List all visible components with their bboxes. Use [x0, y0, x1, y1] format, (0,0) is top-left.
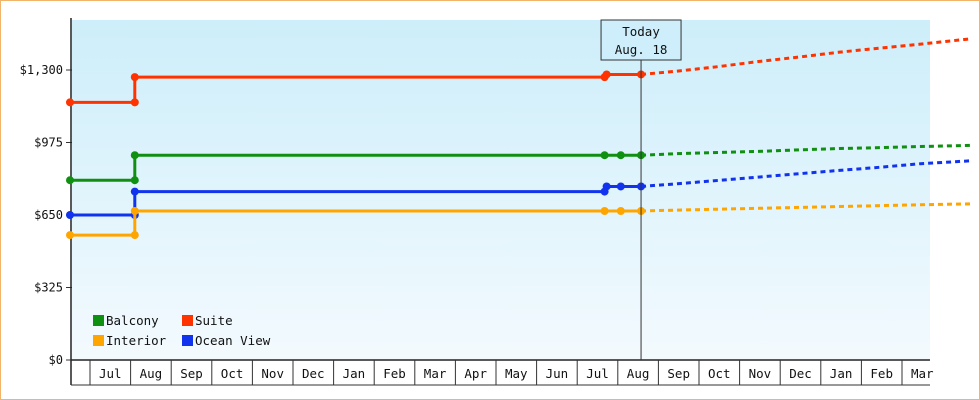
data-point — [130, 176, 139, 185]
legend-swatch — [93, 315, 104, 326]
legend-label: Ocean View — [195, 333, 271, 348]
legend-label: Suite — [195, 313, 233, 328]
month-label: Aug — [140, 366, 163, 381]
today-box — [600, 19, 682, 61]
month-label: Oct — [221, 366, 244, 381]
data-point — [602, 182, 611, 191]
month-label: Jan — [830, 366, 853, 381]
month-label: Sep — [667, 366, 690, 381]
data-point — [602, 70, 611, 79]
month-label: Sep — [180, 366, 203, 381]
series-forecast-balcony — [640, 143, 972, 157]
data-point — [130, 151, 139, 160]
legend-swatch — [182, 315, 193, 326]
y-tick-label: $325 — [34, 281, 63, 295]
legend-label: Interior — [106, 333, 167, 348]
data-point — [130, 187, 139, 196]
series-forecast-interior — [641, 202, 972, 213]
legend-swatch — [93, 335, 104, 346]
month-label: Oct — [708, 366, 731, 381]
plot-background — [72, 20, 930, 360]
month-label: Nov — [749, 366, 772, 381]
data-point — [600, 151, 609, 160]
month-label: Dec — [789, 366, 812, 381]
month-label: Nov — [261, 366, 284, 381]
data-point — [66, 211, 74, 219]
data-point — [600, 206, 609, 215]
month-label: Apr — [464, 366, 487, 381]
data-point — [66, 231, 74, 240]
today-label: Today — [622, 24, 660, 39]
y-tick-label: $0 — [49, 353, 63, 367]
data-point — [616, 151, 625, 160]
y-tick-label: $975 — [34, 136, 63, 150]
data-point — [130, 231, 139, 240]
month-label: Jan — [343, 366, 366, 381]
month-label: Dec — [302, 366, 325, 381]
month-label: Mar — [911, 366, 934, 381]
legend-swatch — [182, 335, 193, 346]
data-point — [130, 73, 139, 82]
month-label: Jul — [99, 366, 122, 381]
data-point — [130, 98, 139, 107]
data-point — [616, 182, 625, 191]
data-point — [130, 206, 139, 215]
month-label: Feb — [870, 366, 893, 381]
month-label: Jun — [546, 366, 569, 381]
y-tick-label: $1,300 — [20, 63, 63, 77]
series-line-suite — [70, 72, 642, 104]
month-label: Jul — [586, 366, 609, 381]
data-point — [616, 206, 625, 215]
y-tick-label: $650 — [34, 208, 63, 222]
month-label: Aug — [627, 366, 650, 381]
today-date: Aug. 18 — [615, 42, 668, 57]
data-point — [66, 98, 74, 107]
month-label: Feb — [383, 366, 406, 381]
month-label: May — [505, 366, 528, 381]
data-point — [66, 176, 74, 185]
month-label: Mar — [424, 366, 447, 381]
legend-label: Balcony — [106, 313, 159, 328]
